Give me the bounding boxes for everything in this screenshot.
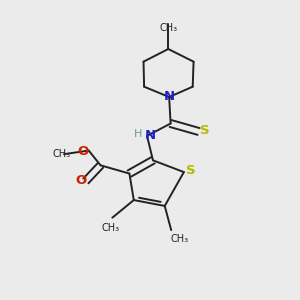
Text: CH₃: CH₃ (159, 23, 177, 33)
Text: O: O (75, 174, 86, 187)
Text: CH₃: CH₃ (102, 223, 120, 233)
Text: H: H (134, 129, 142, 139)
Text: N: N (144, 129, 156, 142)
Text: N: N (164, 90, 175, 103)
Text: S: S (185, 164, 195, 177)
Text: O: O (78, 145, 89, 158)
Text: CH₃: CH₃ (52, 149, 71, 159)
Text: S: S (200, 124, 210, 137)
Text: CH₃: CH₃ (171, 234, 189, 244)
